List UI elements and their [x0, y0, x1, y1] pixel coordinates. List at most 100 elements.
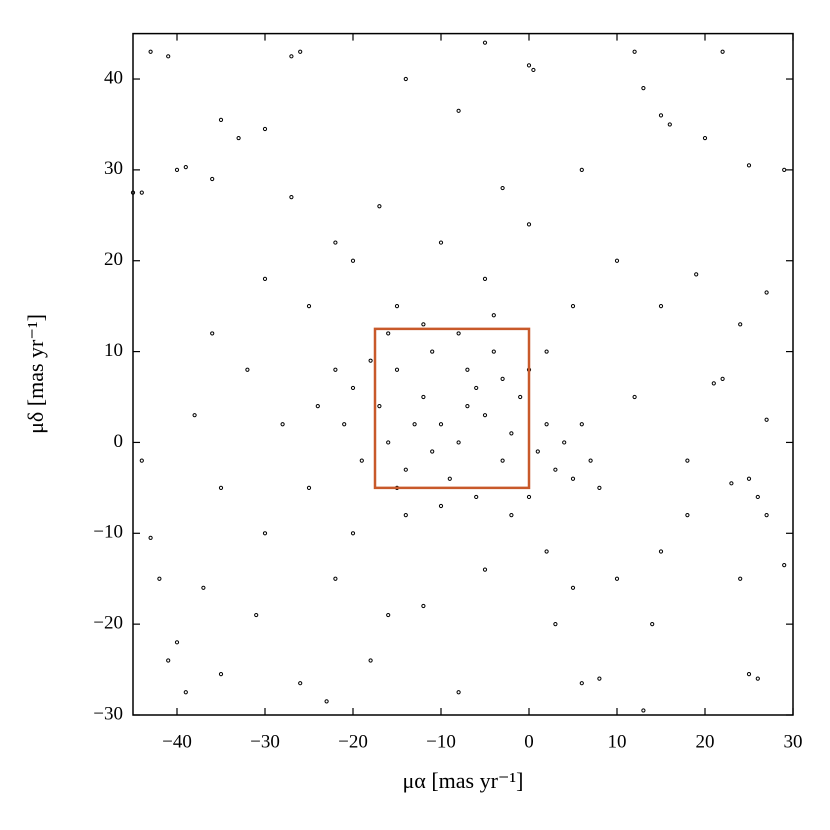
point [650, 622, 655, 627]
point [368, 358, 373, 363]
x-tick-label: 30 [784, 731, 803, 752]
x-tick-label: 20 [696, 731, 715, 752]
x-tick-label: 0 [524, 731, 534, 752]
point [350, 531, 356, 536]
point [482, 567, 488, 572]
point [588, 458, 593, 463]
point [491, 313, 496, 318]
x-tick-label: −40 [162, 731, 192, 752]
point [333, 576, 338, 581]
point [201, 585, 206, 590]
point [456, 440, 461, 445]
point [245, 367, 250, 372]
point [218, 485, 224, 490]
point [412, 422, 417, 427]
point [210, 331, 215, 336]
point [658, 549, 664, 554]
point [500, 185, 505, 191]
y-tick-label: 10 [104, 340, 123, 361]
point [641, 86, 646, 91]
point [174, 640, 180, 645]
point [386, 440, 391, 445]
y-tick-label: 0 [114, 431, 124, 452]
point [597, 485, 602, 490]
point [500, 458, 505, 463]
point [447, 476, 452, 481]
point [614, 258, 620, 263]
point [755, 676, 760, 681]
point [262, 126, 268, 132]
point [166, 54, 171, 59]
point [570, 585, 576, 590]
point [474, 494, 479, 500]
point [386, 331, 391, 336]
y-tick-label: 40 [104, 67, 123, 88]
point [350, 258, 356, 263]
x-tick-label: −20 [338, 731, 368, 752]
point [306, 304, 312, 309]
point [430, 349, 435, 354]
point [394, 367, 400, 372]
point [474, 385, 479, 391]
point [139, 458, 144, 463]
point [729, 481, 734, 486]
point [738, 576, 743, 581]
y-tick-label: −10 [93, 522, 123, 543]
point [192, 413, 197, 418]
point [526, 222, 532, 227]
point [262, 276, 268, 282]
point [394, 304, 400, 309]
point [509, 431, 514, 436]
point [482, 276, 488, 282]
point [306, 485, 312, 490]
point [359, 458, 364, 463]
point [430, 449, 435, 454]
point [570, 476, 576, 481]
plot-frame [132, 32, 794, 716]
point [403, 513, 408, 518]
y-tick-label: −20 [93, 613, 123, 634]
y-tick-label: 30 [104, 158, 123, 179]
point [482, 413, 488, 418]
point [667, 122, 672, 127]
point [579, 422, 584, 427]
point [570, 304, 576, 309]
x-axis-title: μα [mas yr⁻¹] [403, 768, 524, 793]
point [711, 381, 716, 386]
point [482, 40, 488, 45]
point [289, 54, 294, 59]
point [377, 204, 382, 209]
point [509, 513, 514, 518]
x-tick-label: −10 [426, 731, 456, 752]
point [746, 672, 752, 677]
point [324, 699, 329, 704]
point [280, 422, 285, 427]
point [579, 681, 584, 686]
point [166, 658, 171, 663]
point [614, 576, 620, 581]
y-axis-title: μδ [mas yr⁻¹] [23, 314, 48, 434]
point [782, 167, 787, 172]
point [465, 403, 470, 409]
point [720, 376, 725, 381]
point [298, 49, 303, 54]
point [438, 503, 444, 509]
x-tick-label: 10 [608, 731, 627, 752]
point [544, 349, 549, 354]
point [174, 167, 180, 172]
point [315, 403, 320, 409]
point [236, 135, 241, 141]
point [526, 63, 532, 68]
point [456, 331, 461, 336]
point [746, 163, 752, 168]
point [531, 67, 536, 73]
point [658, 113, 664, 118]
point [500, 376, 505, 381]
point [641, 708, 646, 713]
point [465, 367, 470, 372]
point [579, 167, 584, 172]
point [694, 272, 699, 277]
point [289, 195, 294, 200]
point [254, 612, 259, 618]
